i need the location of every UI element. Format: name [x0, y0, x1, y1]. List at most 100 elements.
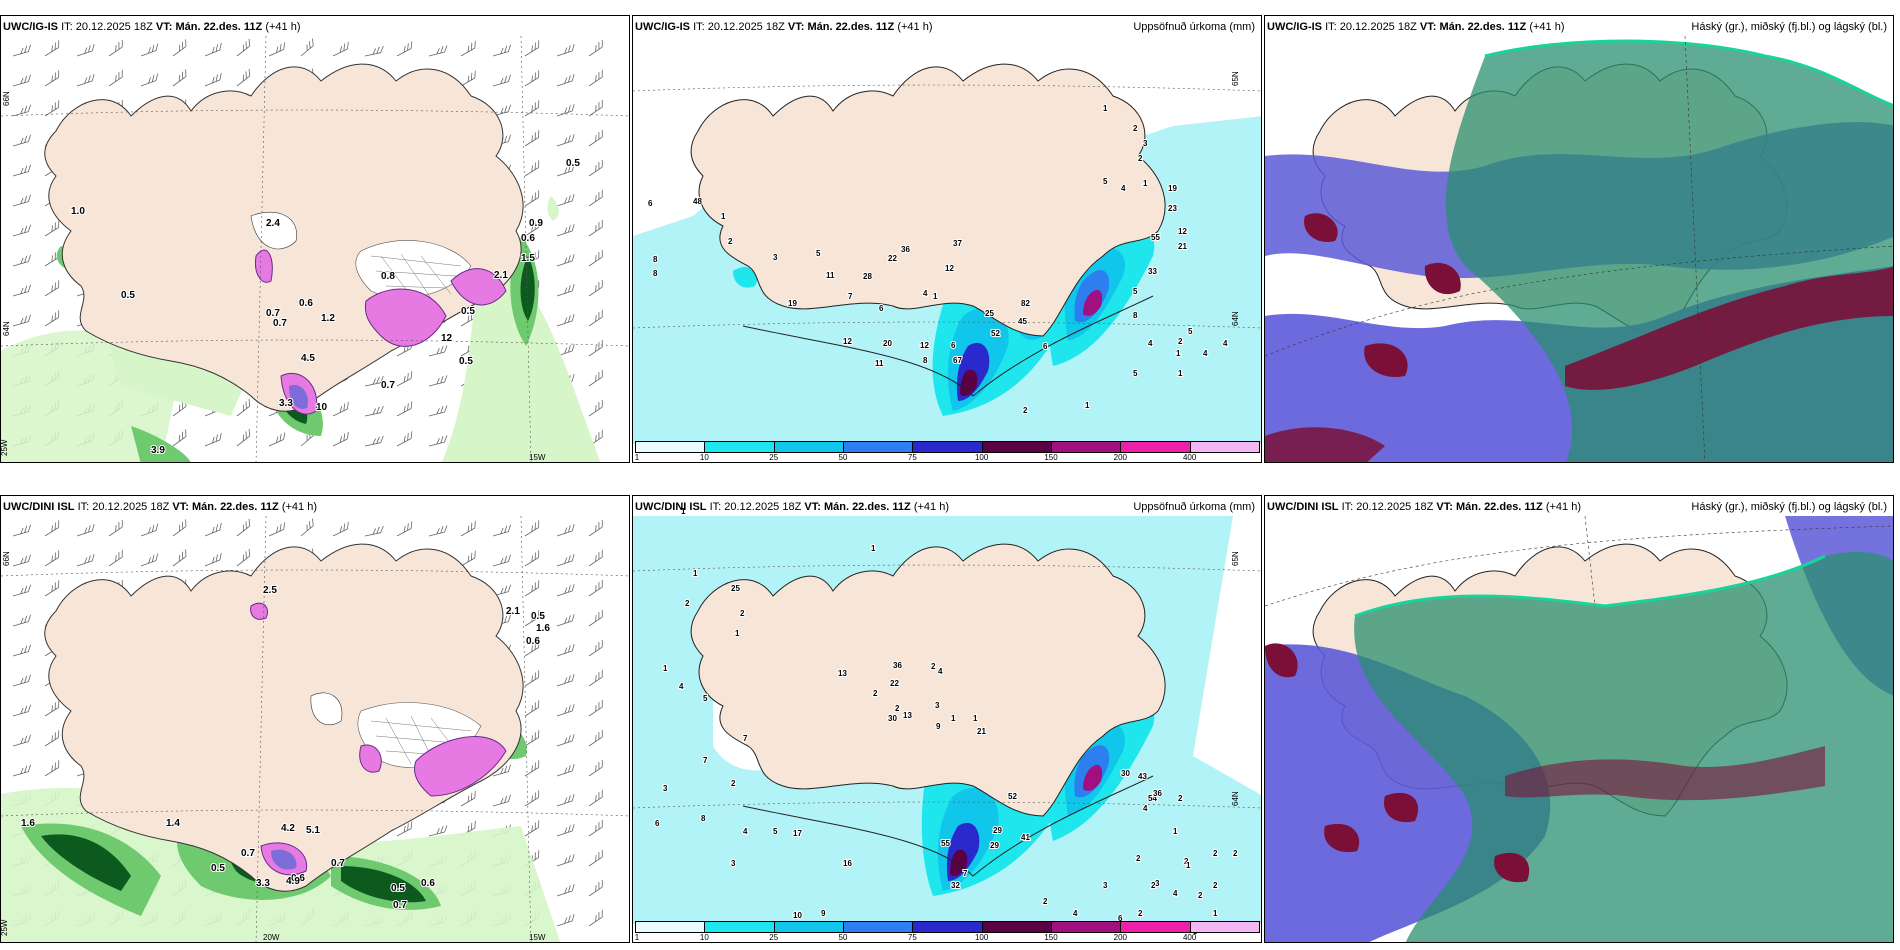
wind-barb [492, 794, 511, 807]
colorbar-segment [1120, 441, 1191, 453]
precip-amount-label: 32 [951, 881, 960, 890]
precip-amount-label: 5 [1133, 287, 1138, 296]
colorbar-tick-label: 75 [907, 453, 917, 462]
colorbar-tick-label: 1 [634, 933, 640, 942]
wind-barb [108, 519, 123, 537]
precip-amount-label: 19 [1168, 184, 1177, 193]
latitude-label: 65N [1231, 551, 1240, 566]
precip-amount-label: 1 [933, 292, 938, 301]
wind-barb [332, 401, 349, 417]
wind-barb [588, 759, 603, 777]
wind-barb [108, 69, 123, 87]
colorbar-segment [704, 921, 775, 933]
precip-amount-label: 3 [1103, 881, 1108, 890]
wind-barb [76, 524, 95, 537]
wind-barb [556, 104, 575, 117]
wind-barb [460, 550, 476, 567]
wind-map-panel-dini: UWC/DINI ISL IT: 20.12.2025 18Z VT: Mán.… [0, 495, 630, 943]
wind-barb [556, 704, 575, 717]
wind-barb [524, 700, 540, 717]
precip-amount-label: 33 [1148, 267, 1157, 276]
precip-amount-label: 17 [793, 829, 802, 838]
wind-barb [236, 38, 251, 57]
wind-barb [172, 69, 187, 87]
wind-barb [556, 824, 575, 837]
snow-depth-label: 2.1 [494, 270, 508, 281]
wind-barb [428, 405, 448, 417]
precip-amount-label: 8 [653, 255, 658, 264]
cloud-layers [1265, 515, 1893, 942]
wind-barb [588, 819, 603, 837]
wind-barb [12, 764, 31, 777]
wind-barb [236, 68, 251, 87]
wind-barb [492, 44, 511, 57]
precip-amount-label: 6 [648, 199, 653, 208]
map-canvas: 1.6 1.40.50.60.72.54.2 5.10.73.3 4.9 0.62.1 0… [1, 515, 629, 942]
precip-amount-label: 1 [973, 714, 978, 723]
colorbar-segment [773, 921, 844, 933]
wind-barb [428, 435, 448, 447]
precip-amount-label: 7 [743, 734, 748, 743]
precip-amount-label: 52 [991, 329, 1000, 338]
colorbar-segment [1189, 921, 1260, 933]
wind-barb [12, 734, 31, 747]
wind-barb [556, 764, 575, 777]
colorbar-tick-label: 400 [1182, 453, 1197, 462]
precip-amount-label: 1 [693, 569, 698, 578]
wind-barb [236, 428, 251, 447]
precip-colorbar: 1 10 25 50 75 100 150 200 400 [634, 921, 1260, 942]
wind-barb [140, 43, 159, 57]
precip-amount-label: 4 [1173, 889, 1178, 898]
snow-depth-label: 0.7 [381, 380, 395, 391]
precip-amount-label: 36 [1153, 789, 1162, 798]
wind-barb [364, 405, 384, 417]
snow-depth-label: 1.5 [521, 253, 535, 264]
precip-amount-label: 36 [901, 245, 910, 254]
precip-amount-label: 5 [816, 249, 821, 258]
precip-amount-label: 2 [728, 237, 733, 246]
wind-barb [492, 764, 511, 777]
precip-map-panel-igis: UWC/IG-IS IT: 20.12.2025 18Z VT: Mán. 22… [632, 15, 1262, 463]
colorbar-segment [635, 921, 706, 933]
precip-amount-label: 6 [1043, 342, 1048, 351]
wind-barb [204, 522, 222, 537]
wind-barb [556, 644, 575, 657]
colorbar-tick-label: 400 [1182, 933, 1197, 942]
wind-barb [12, 74, 31, 87]
wind-barb [524, 40, 540, 57]
snow-depth-label: 2.1 [506, 606, 520, 617]
precip-amount-label: 82 [1021, 299, 1030, 308]
precip-amount-label: 2 [1151, 881, 1156, 890]
precip-amount-label: 6 [1118, 914, 1123, 923]
precip-amount-label: 8 [653, 269, 658, 278]
wind-barb [332, 431, 349, 447]
panel-field-label: Háský (gr.), miðský (fj.bl.) og lágský (… [1691, 21, 1887, 33]
precip-amount-label: 2 [1233, 849, 1238, 858]
wind-barb [588, 879, 603, 897]
wind-barb [396, 371, 413, 387]
precip-amount-label: 9 [821, 909, 826, 918]
snow-depth-label: 0.7 [273, 318, 287, 329]
precip-amount-label: 2 [873, 689, 878, 698]
precip-amount-label: 2 [731, 779, 736, 788]
precip-amount-label: 2 [1136, 854, 1141, 863]
colorbar-tick-label: 100 [974, 453, 989, 462]
wind-barb [12, 284, 31, 297]
wind-barb [12, 164, 31, 177]
wind-barb [44, 40, 60, 57]
wind-barb [556, 134, 575, 147]
precip-amount-label: 11 [826, 271, 835, 280]
wind-barb [524, 70, 540, 87]
panel-field-label: Uppsöfnuð úrkoma (mm) [1133, 21, 1255, 33]
wind-barb [588, 849, 603, 867]
map-canvas: 0.5 1.0 2.4 0.7 0.9 0.6 1.5 0.5 2.1 0.6 0.5 0.8 1.2 4… [1, 35, 629, 462]
wind-barb [140, 553, 159, 567]
precip-amount-label: 23 [1168, 204, 1177, 213]
colorbar-tick-label: 150 [1044, 933, 1058, 942]
cloud-map-panel-igis: UWC/IG-IS IT: 20.12.2025 18Z VT: Mán. 22… [1264, 15, 1894, 463]
snow-depth-label: 0.6 [299, 298, 313, 309]
snow-depth-label: 3.9 [151, 445, 165, 456]
precip-amount-label: 25 [731, 584, 740, 593]
wind-barb [556, 524, 575, 537]
